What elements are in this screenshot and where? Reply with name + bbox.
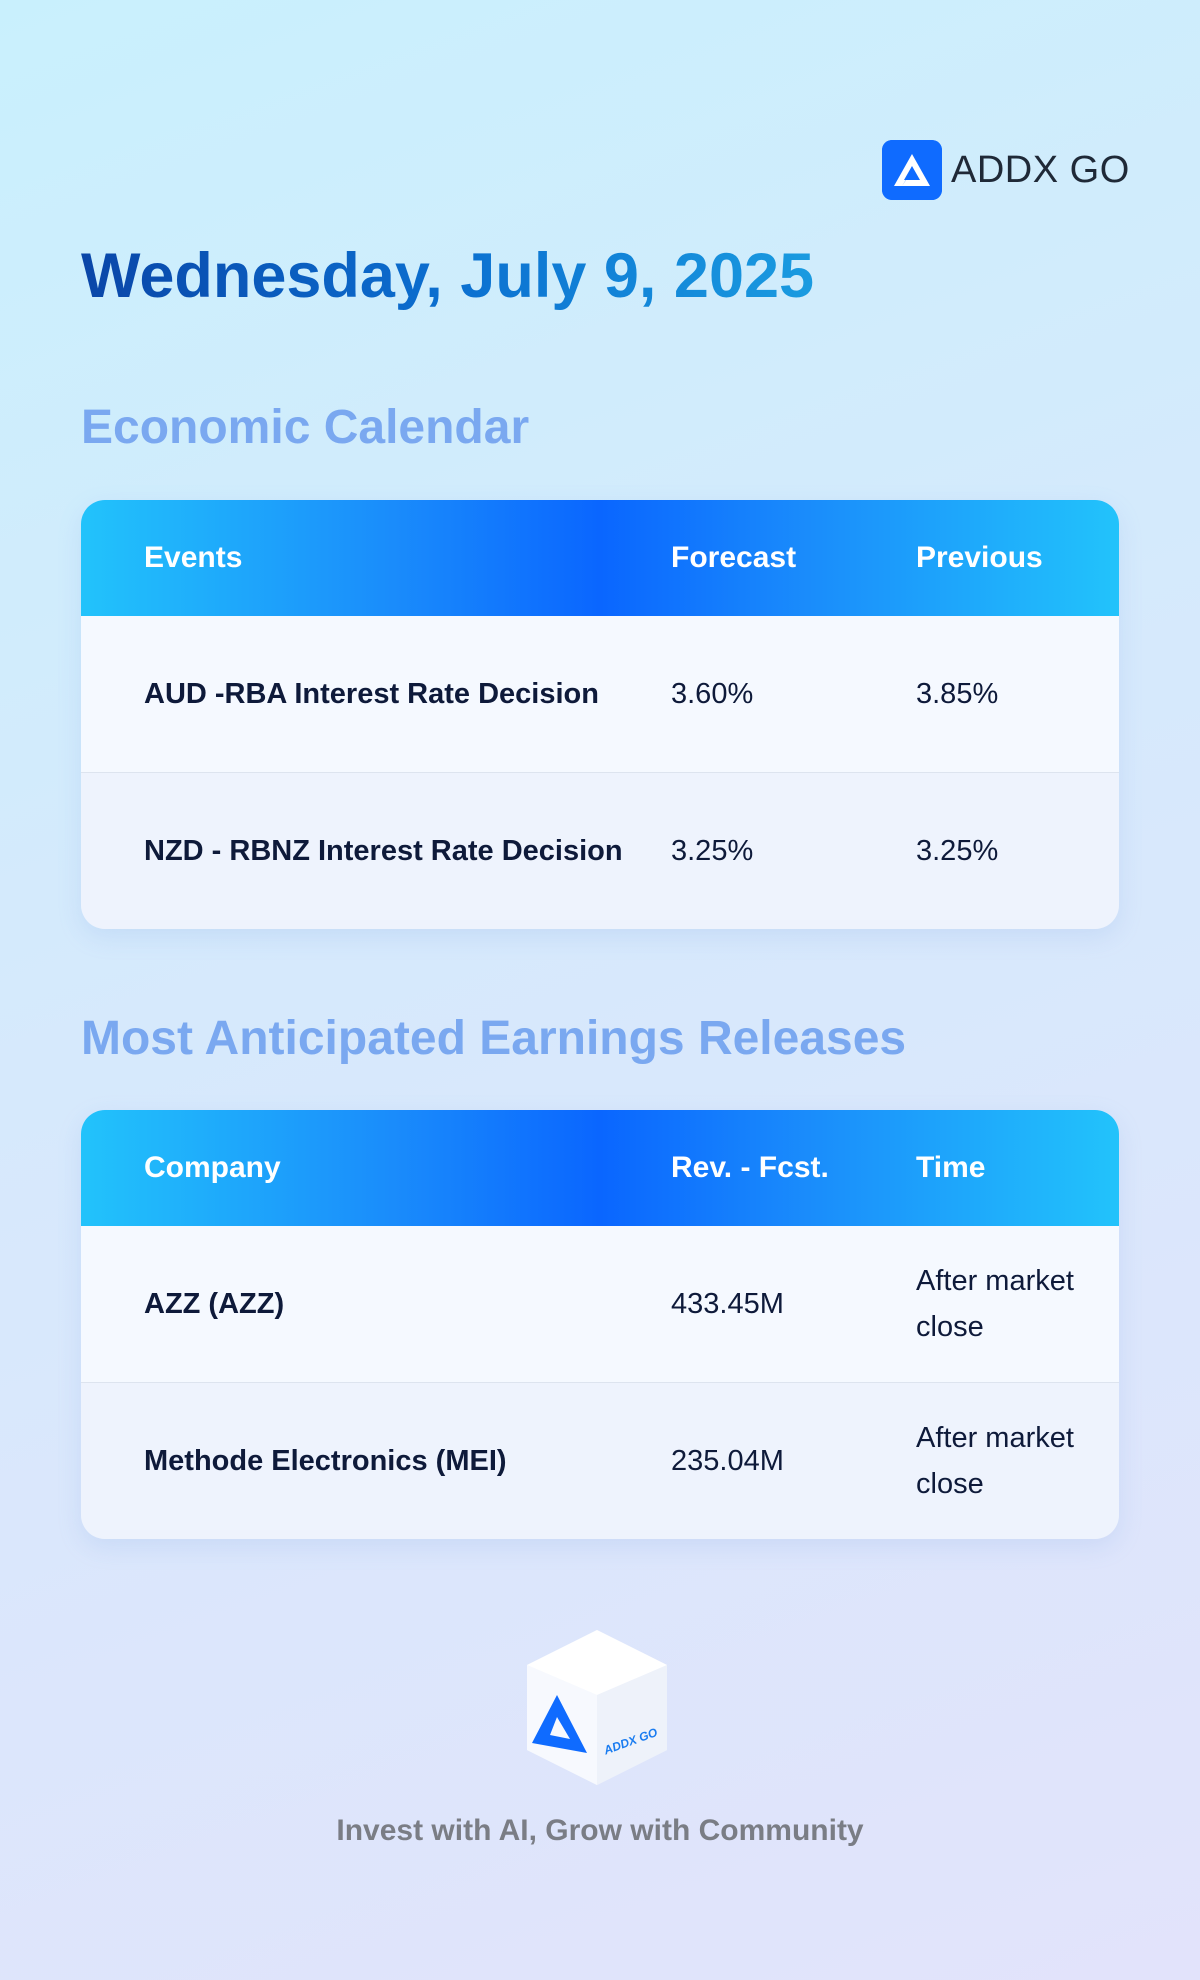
column-header: Company [144,1151,281,1184]
section-title: Economic Calendar [81,401,530,454]
table-cell: After market close [916,1265,1074,1343]
table-row: Methode Electronics (MEI) 235.04M After ma… [81,1383,1119,1539]
table-row: AZZ (AZZ) 433.45M After market close [81,1226,1119,1383]
brand: ADDX GO [882,140,1130,200]
calendar-table: Events Forecast Previous AUD -RBA Interest … [81,500,1119,929]
column-header: Time [916,1151,986,1184]
table-cell: NZD - RBNZ Interest Rate Decision [144,835,623,867]
table-header: Company Rev. - Fcst. Time [81,1110,1119,1226]
column-header: Rev. - Fcst. [671,1151,829,1184]
table-cell: After market close [916,1422,1074,1500]
brand-name: ADDX GO [951,148,1130,191]
tagline: Invest with AI, Grow with Community [336,1814,864,1847]
table-cell: 3.25% [916,835,999,867]
table-cell: 235.04M [671,1445,784,1477]
table-cell: AUD -RBA Interest Rate Decision [144,678,599,710]
table-cell: AZZ (AZZ) [144,1288,285,1320]
column-header: Events [144,541,243,574]
earnings-table: Company Rev. - Fcst. Time AZZ (AZZ) 433.45M A… [81,1110,1119,1539]
table-cell: 3.60% [671,678,754,710]
date-title: Wednesday, July 9, 2025 [81,241,815,311]
column-header: Forecast [671,541,797,574]
table-cell: 3.85% [916,678,999,710]
table-row: AUD -RBA Interest Rate Decision 3.60% 3.85… [81,616,1119,773]
section-title: Most Anticipated Earnings Releases [81,1012,907,1065]
cube-logo: ADDX GO [527,1630,667,1785]
brand-icon [882,140,942,200]
table-cell: Methode Electronics (MEI) [144,1445,507,1477]
table-header: Events Forecast Previous [81,500,1119,616]
table-cell: 3.25% [671,835,754,867]
column-header: Previous [916,541,1043,574]
table-cell: 433.45M [671,1288,784,1320]
table-row: NZD - RBNZ Interest Rate Decision 3.25% 3.… [81,773,1119,929]
